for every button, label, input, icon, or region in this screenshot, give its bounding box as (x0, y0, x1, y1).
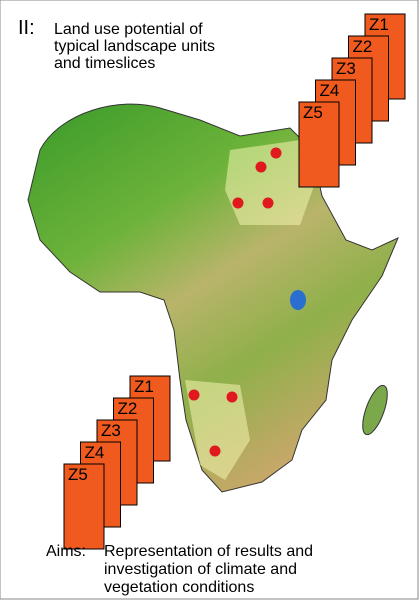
timeslice-card (63, 463, 105, 550)
section-number: II: (18, 17, 35, 39)
timeslice-card (298, 101, 340, 188)
aims-label: Aims: (46, 543, 86, 560)
aims-line: investigation of climate and (104, 561, 297, 578)
timeslice-label: Z1 (369, 15, 389, 34)
aims-line: Representation of results and (104, 543, 313, 560)
site (232, 197, 244, 209)
title-line: Land use potential of (54, 21, 203, 38)
timeslice-label: Z5 (68, 465, 88, 484)
aims-line: vegetation conditions (104, 579, 254, 596)
timeslice-label: Z3 (101, 421, 121, 440)
timeslice-label: Z3 (336, 59, 356, 78)
study-area-north (225, 140, 318, 225)
aims-text: Representation of results andinvestigati… (104, 543, 313, 596)
site (188, 389, 200, 401)
site (226, 391, 238, 403)
lake (290, 290, 306, 310)
timeslice-stacks: Z1 Z2 Z3 Z4 Z5 Z1 Z2 Z3 Z4 Z5 (63, 13, 406, 550)
title-line: typical landscape units (54, 38, 215, 55)
study-area-south (185, 380, 250, 480)
timeslice-label: Z2 (353, 37, 373, 56)
timeslice-label: Z5 (303, 103, 323, 122)
site (209, 445, 221, 457)
madagascar (362, 384, 388, 436)
site (255, 161, 267, 173)
africa-map (27, 103, 399, 493)
timeslice-label: Z4 (85, 443, 105, 462)
timeslice-label: Z2 (118, 399, 138, 418)
site (270, 147, 282, 159)
sites (188, 147, 282, 457)
site (262, 197, 274, 209)
timeslice-label: Z4 (320, 81, 340, 100)
title-line: and timeslices (54, 55, 155, 72)
timeslice-label: Z1 (134, 377, 154, 396)
